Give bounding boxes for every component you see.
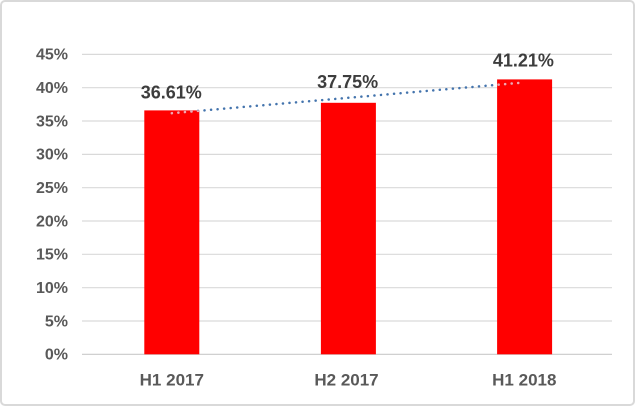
svg-text:41.21%: 41.21% [493,50,554,70]
svg-text:37.75%: 37.75% [317,72,378,92]
svg-text:0%: 0% [45,347,68,364]
svg-text:H2 2017: H2 2017 [314,371,378,390]
svg-text:20%: 20% [36,213,68,230]
svg-text:36.61%: 36.61% [141,82,202,102]
svg-text:10%: 10% [36,280,68,297]
svg-text:45%: 45% [36,47,68,64]
svg-text:15%: 15% [36,247,68,264]
svg-text:5%: 5% [45,313,68,330]
svg-text:35%: 35% [36,113,68,130]
svg-text:H1 2017: H1 2017 [140,371,204,390]
svg-text:25%: 25% [36,180,68,197]
svg-text:30%: 30% [36,147,68,164]
svg-text:40%: 40% [36,80,68,97]
svg-text:H1 2018: H1 2018 [492,371,556,390]
